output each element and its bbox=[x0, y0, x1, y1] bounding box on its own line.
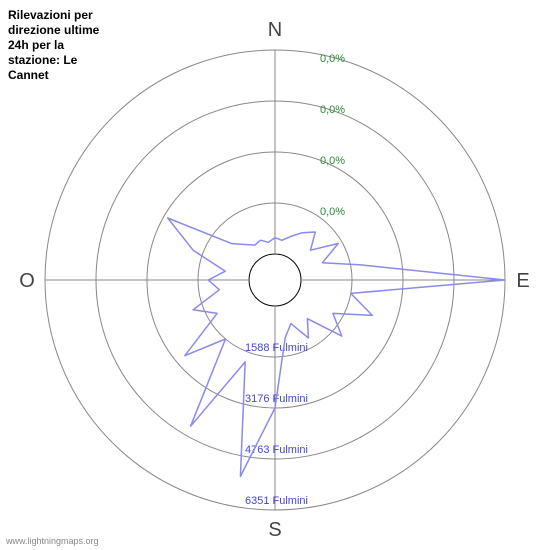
ring-label-top: 0,0% bbox=[320, 155, 345, 167]
footer-credit: www.lightningmaps.org bbox=[6, 536, 99, 546]
cardinal-w: O bbox=[19, 270, 35, 292]
chart-title: Rilevazioni per direzione ultime 24h per… bbox=[8, 8, 118, 83]
ring-label-bottom: 1588 Fulmini bbox=[245, 342, 308, 354]
cardinal-n: N bbox=[268, 19, 282, 41]
cardinal-s: S bbox=[268, 519, 281, 541]
ring-label-top: 0,0% bbox=[320, 53, 345, 65]
cardinal-e: E bbox=[516, 270, 529, 292]
ring-label-top: 0,0% bbox=[320, 206, 345, 218]
ring-label-top: 0,0% bbox=[320, 104, 345, 116]
ring-label-bottom: 6351 Fulmini bbox=[245, 495, 308, 507]
